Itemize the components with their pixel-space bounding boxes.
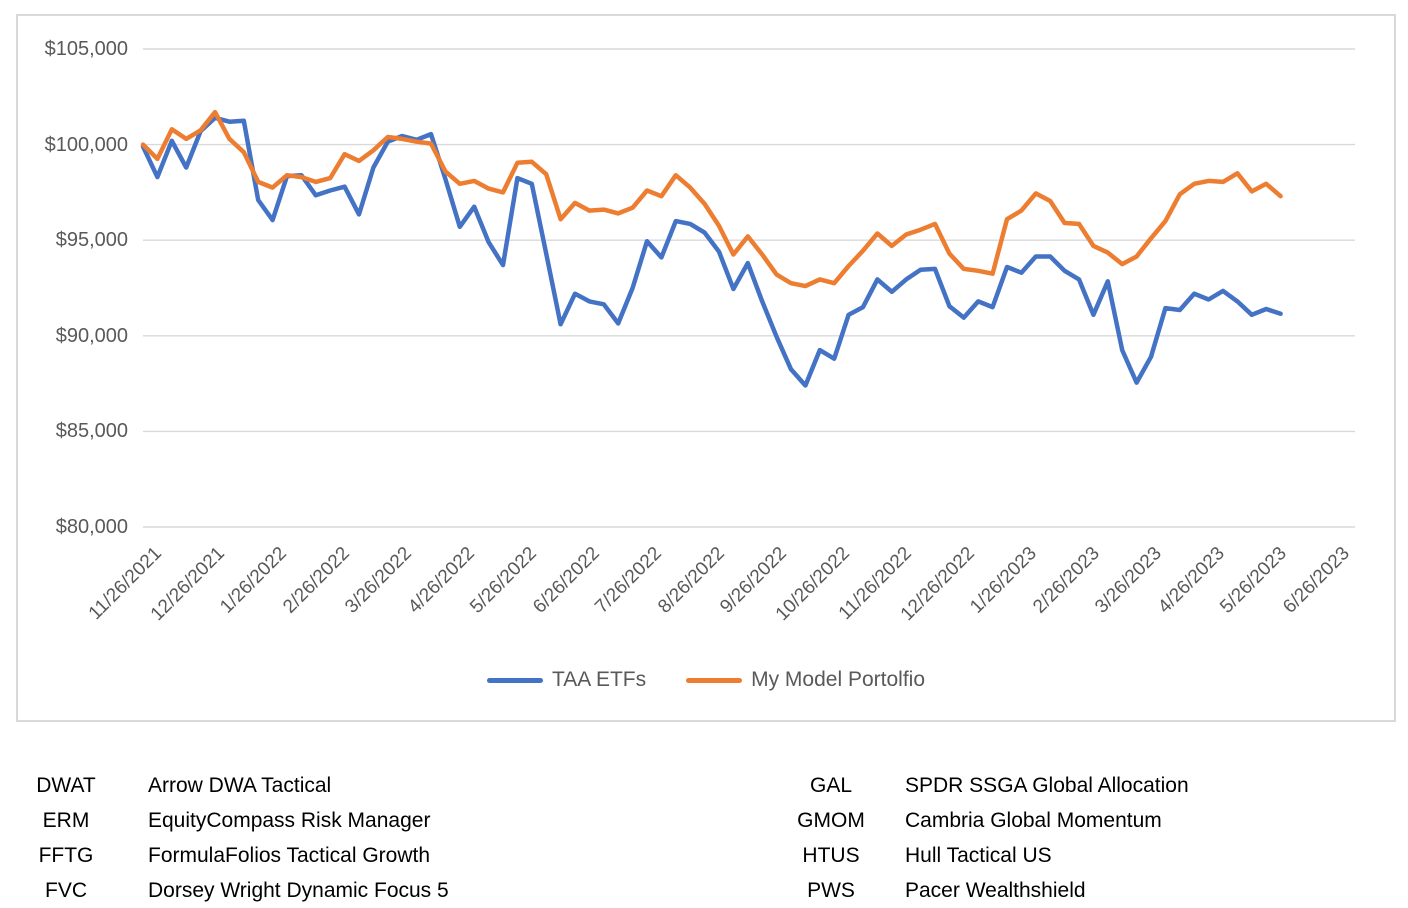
ticker-fund-name: Dorsey Wright Dynamic Focus 5 [148,878,449,902]
taa-etfs-line [140,115,1283,388]
ticker-symbol: FFTG [38,843,94,867]
ticker-row: HTUS Hull Tactical US [766,838,1189,873]
model-portfolio-line [140,109,1283,289]
ticker-row: GAL SPDR SSGA Global Allocation [766,768,1189,803]
ticker-symbol: GMOM [797,808,865,832]
legend-item-taa-etfs: TAA ETFs [486,668,647,692]
taa-etfs-line-swatch [486,677,543,683]
ticker-fund-name: FormulaFolios Tactical Growth [148,843,431,867]
y-axis-label: $105,000 [44,38,128,60]
y-axis-label: $85,000 [55,420,128,442]
line-chart: $105,000 $100,000 $95,000 $90,000 $85,000 $80… [16,14,1396,722]
ticker-symbol: GAL [809,773,853,797]
ticker-symbol: FVC [45,878,87,902]
ticker-row: GMOM Cambria Global Momentum [766,803,1189,838]
ticker-symbol: PWS [807,878,855,902]
ticker-fund-name: SPDR SSGA Global Allocation [905,773,1189,797]
ticker-row: ERM EquityCompass Risk Manager [16,803,449,838]
ticker-row: DWAT Arrow DWA Tactical [16,768,449,803]
ticker-fund-name: Arrow DWA Tactical [148,773,332,797]
y-axis-label: $90,000 [55,325,128,347]
ticker-row: FVC Dorsey Wright Dynamic Focus 5 [16,873,449,908]
ticker-symbol: HTUS [802,843,860,867]
chart-legend: TAA ETFs My Model Portolfio [18,664,1394,696]
legend-label-taa-etfs: TAA ETFs [551,668,647,691]
plot-area [140,48,1355,528]
ticker-table-right: GAL SPDR SSGA Global Allocation GMOM Cambri… [766,768,1189,908]
model-portfolio-line-swatch [686,677,743,683]
y-axis-label: $95,000 [55,229,128,251]
ticker-row: PWS Pacer Wealthshield [766,873,1189,908]
ticker-symbol: DWAT [36,773,96,797]
y-axis-label: $100,000 [44,134,128,156]
ticker-fund-name: Hull Tactical US [905,843,1052,867]
ticker-fund-name: Cambria Global Momentum [905,808,1162,832]
ticker-fund-name: Pacer Wealthshield [905,878,1086,902]
ticker-table-left: DWAT Arrow DWA Tactical ERM EquityCompass R… [16,768,449,908]
ticker-symbol: ERM [42,808,90,832]
legend-item-model-portfolio: My Model Portolfio [686,668,925,692]
y-axis-label: $80,000 [55,516,128,538]
ticker-row: FFTG FormulaFolios Tactical Growth [16,838,449,873]
ticker-fund-name: EquityCompass Risk Manager [148,808,431,832]
legend-label-model-portfolio: My Model Portolfio [751,668,926,691]
